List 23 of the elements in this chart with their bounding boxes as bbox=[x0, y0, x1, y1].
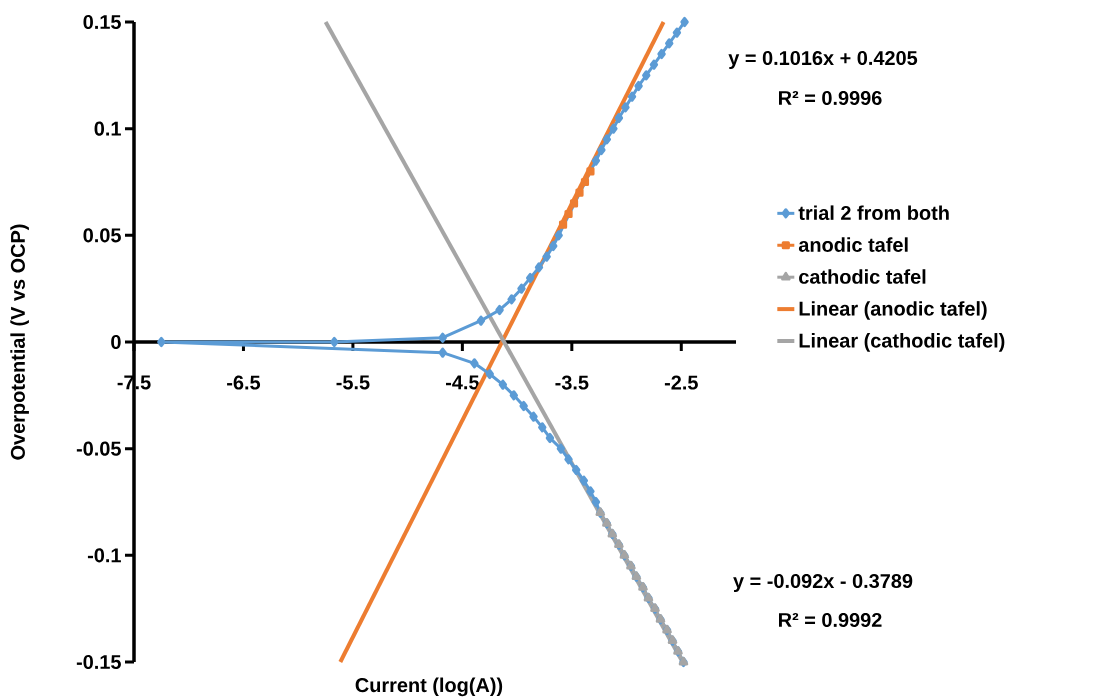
y-tick-label: -0.15 bbox=[76, 654, 121, 670]
y-tick-label: 0.15 bbox=[83, 14, 121, 30]
legend-label: cathodic tafel bbox=[799, 269, 926, 284]
y-tick-label: 0.05 bbox=[83, 228, 121, 243]
x-tick-label: -6.5 bbox=[227, 375, 261, 390]
x-tick-label: -5.5 bbox=[336, 375, 370, 390]
text: R² = 0.9996 bbox=[779, 90, 882, 106]
y-tick-label: 0 bbox=[111, 334, 121, 350]
text: R² = 0.9992 bbox=[779, 612, 882, 628]
x-tick-label: -4.5 bbox=[445, 375, 479, 390]
legend-label: Linear (anodic tafel) bbox=[799, 301, 987, 320]
annotation: y = 0.1016x + 0.4205 bbox=[728, 50, 918, 70]
annotation: y = -0.092x - 0.3789 bbox=[733, 573, 913, 593]
x-axis-title: Current (log(A)) bbox=[355, 677, 503, 697]
y-tick-label: -0.1 bbox=[87, 548, 121, 563]
legend-label: Linear (cathodic tafel) bbox=[799, 333, 1005, 352]
legend-label: anodic tafel bbox=[798, 237, 908, 252]
legend-label: trial 2 from both bbox=[798, 205, 949, 221]
x-tick-label: -3.5 bbox=[555, 375, 589, 390]
y-axis-title: Overpotential (V vs OCP) bbox=[10, 224, 29, 460]
y-tick-label: 0.1 bbox=[94, 121, 121, 136]
x-tick-label: -2.5 bbox=[664, 375, 698, 390]
y-tick-label: -0.05 bbox=[76, 441, 121, 456]
